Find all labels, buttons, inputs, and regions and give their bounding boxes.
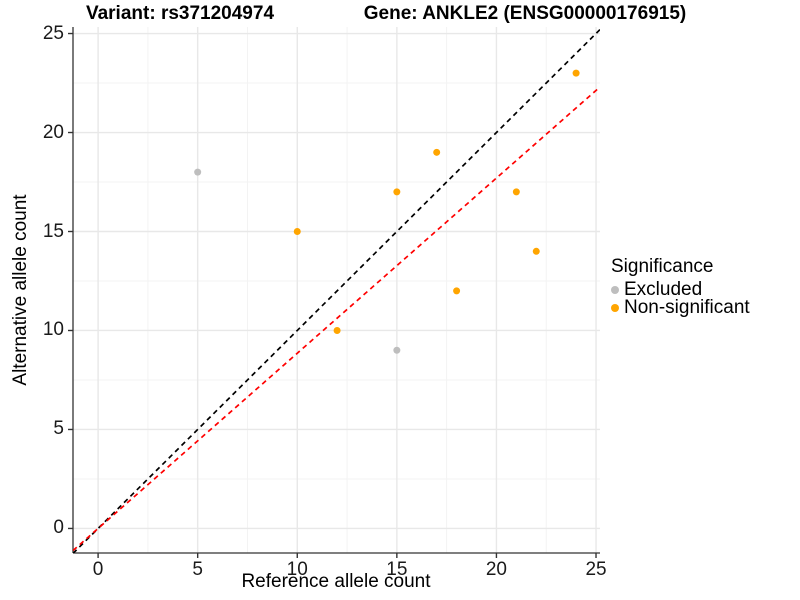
legend-item-excluded: Excluded	[611, 279, 750, 300]
data-point	[433, 148, 441, 156]
x-tick-label: 25	[585, 559, 607, 580]
legend-item-label: Excluded	[624, 279, 703, 300]
data-point	[393, 188, 401, 196]
x-tick-label: 0	[92, 559, 104, 580]
legend-item-non-significant: Non-significant	[611, 297, 750, 318]
legend-title: Significance	[611, 256, 714, 277]
tick-marks	[68, 32, 597, 558]
minor-gridlines	[73, 27, 600, 553]
y-axis-title: Alternative allele count	[10, 194, 31, 386]
data-point	[453, 287, 461, 295]
y-tick-label: 10	[42, 319, 64, 341]
data-point	[572, 69, 580, 77]
excluded-dot-icon	[611, 286, 619, 294]
x-tick-label: 10	[286, 559, 308, 580]
y-tick-label: 0	[53, 517, 64, 539]
data-point	[532, 247, 540, 255]
y-tick-label: 5	[53, 418, 64, 440]
x-tick-label: 20	[485, 559, 507, 580]
legend: Significance Excluded Non-significant	[611, 256, 750, 317]
gene-title: Gene: ANKLE2 (ENSG00000176915)	[363, 3, 687, 24]
y-tick-label: 15	[42, 220, 64, 242]
data-point	[333, 326, 341, 334]
legend-item-label: Non-significant	[624, 297, 750, 318]
data-point	[293, 228, 301, 236]
data-point	[393, 346, 401, 354]
series-non-significant	[293, 69, 580, 334]
x-tick-label: 15	[386, 559, 408, 580]
major-gridlines	[73, 27, 600, 553]
identity-line	[73, 28, 600, 553]
x-axis-title: Reference allele count	[241, 571, 431, 592]
series-excluded	[194, 168, 401, 354]
y-tick-label: 20	[42, 121, 64, 143]
panel-background	[73, 27, 600, 553]
non-significant-dot-icon	[611, 304, 619, 312]
variant-title: Variant: rs371204974	[85, 3, 275, 24]
data-point	[512, 188, 520, 196]
y-tick-label: 25	[42, 22, 64, 44]
x-tick-label: 5	[192, 559, 203, 580]
data-point	[194, 168, 202, 176]
